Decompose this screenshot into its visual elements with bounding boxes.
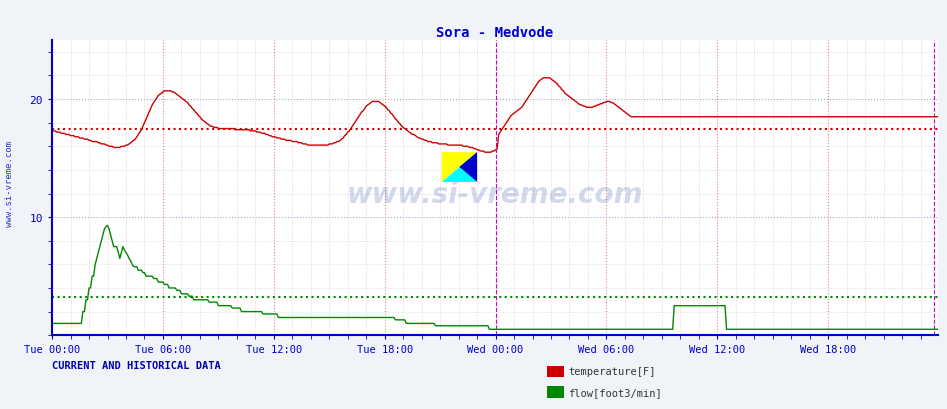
Text: www.si-vreme.com: www.si-vreme.com [5,141,14,227]
Text: flow[foot3/min]: flow[foot3/min] [568,387,662,397]
Text: www.si-vreme.com: www.si-vreme.com [347,180,643,208]
Polygon shape [459,153,477,182]
Text: temperature[F]: temperature[F] [568,366,655,376]
Polygon shape [441,153,477,182]
Text: CURRENT AND HISTORICAL DATA: CURRENT AND HISTORICAL DATA [52,360,221,370]
Polygon shape [441,153,477,182]
Title: Sora - Medvode: Sora - Medvode [437,26,553,40]
